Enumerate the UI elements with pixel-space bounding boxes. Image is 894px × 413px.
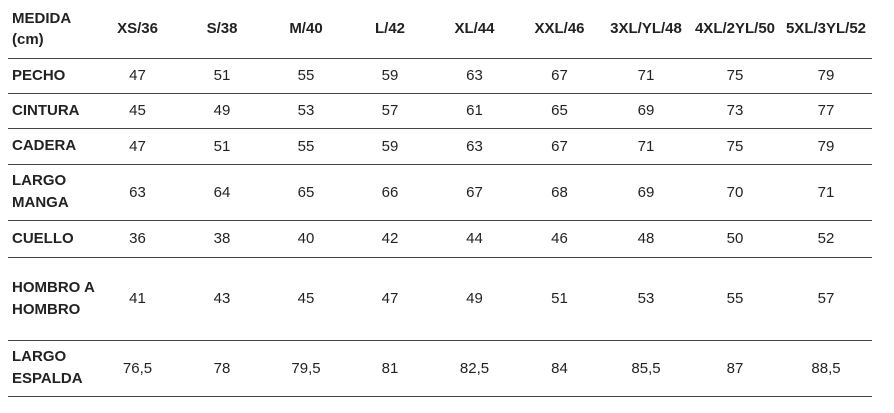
cell: 49	[432, 257, 517, 341]
cell: 48	[602, 220, 690, 258]
header-cell: XL/44	[432, 0, 517, 59]
cell: 36	[95, 220, 180, 258]
row-label: HOMBRO A HOMBRO	[8, 257, 95, 341]
cell: 61	[432, 93, 517, 129]
cell: 63	[95, 164, 180, 221]
cell: 79	[780, 58, 872, 94]
cell: 70	[690, 164, 780, 221]
table-row: HOMBRO A HOMBRO 41 43 45 47 49 51 53 55 57	[8, 257, 872, 341]
cell: 84	[517, 340, 602, 397]
cell: 71	[602, 58, 690, 94]
cell: 78	[180, 340, 264, 397]
table-row: LARGO ESPALDA 76,5 78 79,5 81 82,5 84 85,5 87 88,…	[8, 340, 872, 397]
header-cell: MEDIDA (cm)	[8, 0, 95, 59]
size-table: MEDIDA (cm) XS/36 S/38 M/40 L/42 XL/44 XXL/46 3…	[8, 0, 872, 397]
cell: 66	[348, 164, 432, 221]
row-label: CADERA	[8, 128, 95, 165]
cell: 47	[95, 58, 180, 94]
cell: 77	[780, 93, 872, 129]
cell: 47	[95, 128, 180, 165]
cell: 71	[602, 128, 690, 165]
cell: 47	[348, 257, 432, 341]
cell: 81	[348, 340, 432, 397]
cell: 55	[264, 128, 348, 165]
cell: 88,5	[780, 340, 872, 397]
row-label: LARGO MANGA	[8, 164, 95, 221]
header-cell: XS/36	[95, 0, 180, 59]
row-label: PECHO	[8, 58, 95, 94]
table-row: LARGO MANGA 63 64 65 66 67 68 69 70 71	[8, 164, 872, 221]
header-row: MEDIDA (cm) XS/36 S/38 M/40 L/42 XL/44 XXL/46 3…	[8, 0, 872, 59]
cell: 69	[602, 164, 690, 221]
cell: 68	[517, 164, 602, 221]
header-cell: S/38	[180, 0, 264, 59]
cell: 55	[690, 257, 780, 341]
cell: 69	[602, 93, 690, 129]
header-cell: 3XL/YL/48	[602, 0, 690, 59]
cell: 53	[264, 93, 348, 129]
header-cell: 4XL/2YL/50	[690, 0, 780, 59]
table-row: CADERA 47 51 55 59 63 67 71 75 79	[8, 128, 872, 165]
cell: 51	[517, 257, 602, 341]
cell: 67	[517, 58, 602, 94]
cell: 51	[180, 58, 264, 94]
row-label: LARGO ESPALDA	[8, 340, 95, 397]
cell: 87	[690, 340, 780, 397]
cell: 82,5	[432, 340, 517, 397]
cell: 45	[95, 93, 180, 129]
cell: 38	[180, 220, 264, 258]
cell: 65	[517, 93, 602, 129]
cell: 49	[180, 93, 264, 129]
cell: 57	[780, 257, 872, 341]
header-cell: XXL/46	[517, 0, 602, 59]
cell: 63	[432, 128, 517, 165]
cell: 67	[432, 164, 517, 221]
header-cell: M/40	[264, 0, 348, 59]
cell: 59	[348, 58, 432, 94]
row-label: CUELLO	[8, 220, 95, 258]
cell: 52	[780, 220, 872, 258]
cell: 42	[348, 220, 432, 258]
cell: 67	[517, 128, 602, 165]
cell: 71	[780, 164, 872, 221]
table-body: PECHO 47 51 55 59 63 67 71 75 79 CINTURA 45 49 53 57 61…	[8, 58, 872, 397]
cell: 79,5	[264, 340, 348, 397]
cell: 73	[690, 93, 780, 129]
cell: 85,5	[602, 340, 690, 397]
cell: 46	[517, 220, 602, 258]
cell: 55	[264, 58, 348, 94]
table-row: CUELLO 36 38 40 42 44 46 48 50 52	[8, 220, 872, 258]
cell: 75	[690, 58, 780, 94]
cell: 75	[690, 128, 780, 165]
cell: 40	[264, 220, 348, 258]
cell: 51	[180, 128, 264, 165]
row-label: CINTURA	[8, 93, 95, 129]
cell: 79	[780, 128, 872, 165]
header-cell: 5XL/3YL/52	[780, 0, 872, 59]
cell: 50	[690, 220, 780, 258]
cell: 41	[95, 257, 180, 341]
cell: 44	[432, 220, 517, 258]
table-row: PECHO 47 51 55 59 63 67 71 75 79	[8, 58, 872, 94]
cell: 59	[348, 128, 432, 165]
cell: 63	[432, 58, 517, 94]
cell: 57	[348, 93, 432, 129]
cell: 43	[180, 257, 264, 341]
cell: 45	[264, 257, 348, 341]
header-cell: L/42	[348, 0, 432, 59]
cell: 64	[180, 164, 264, 221]
cell: 76,5	[95, 340, 180, 397]
cell: 53	[602, 257, 690, 341]
cell: 65	[264, 164, 348, 221]
table-row: CINTURA 45 49 53 57 61 65 69 73 77	[8, 93, 872, 129]
